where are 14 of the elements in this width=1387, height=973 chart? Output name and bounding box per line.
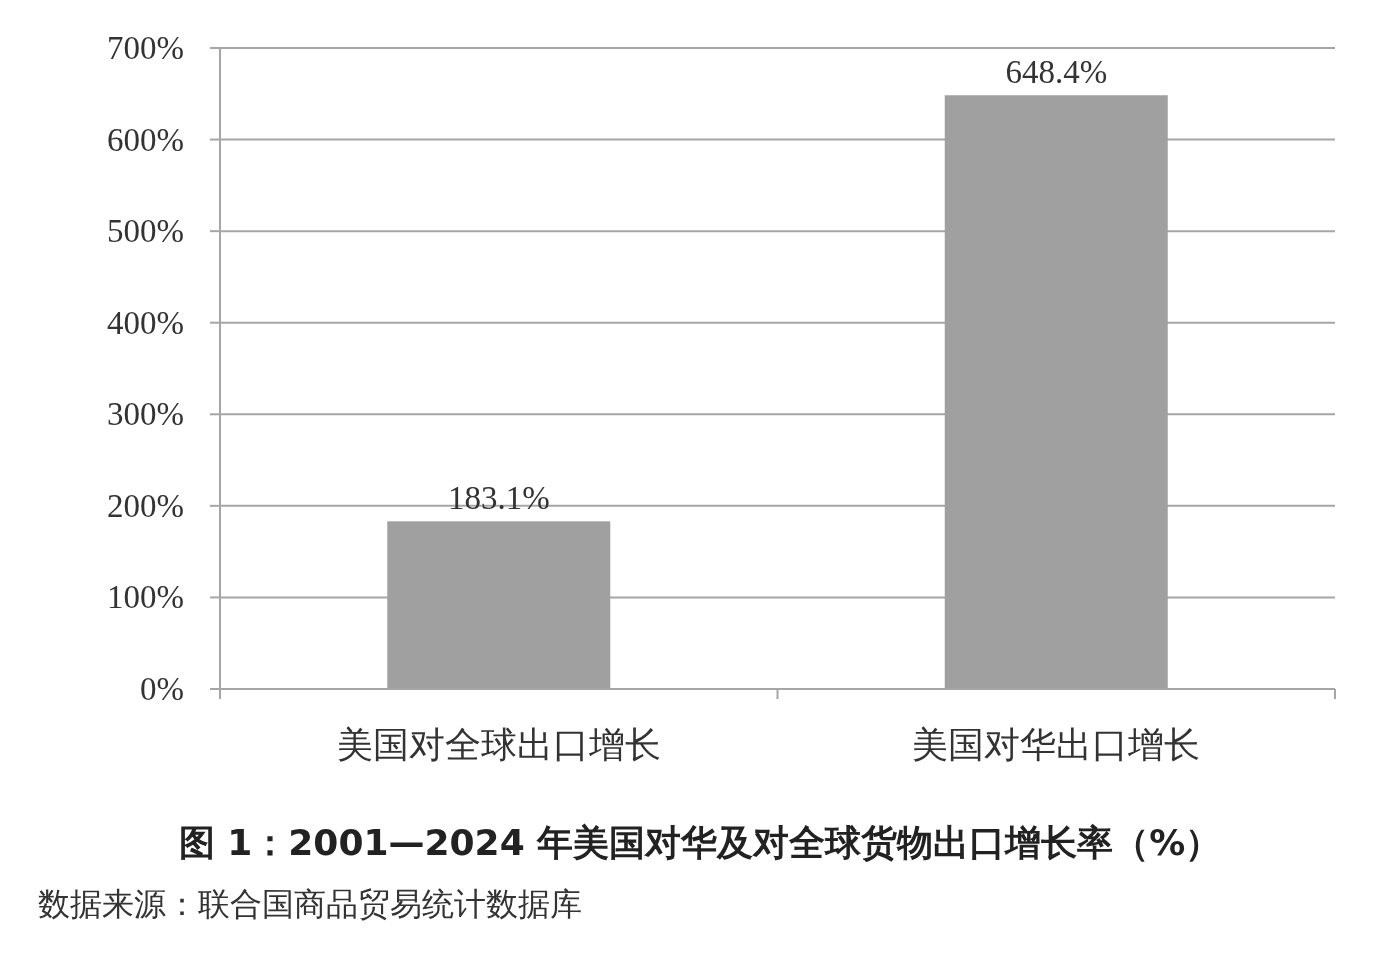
source-note: 数据来源：联合国商品贸易统计数据库 bbox=[38, 885, 582, 923]
x-tick-label: 美国对华出口增长 bbox=[912, 725, 1201, 765]
y-tick-label: 500% bbox=[107, 213, 184, 250]
y-tick-label: 200% bbox=[107, 487, 184, 524]
data-label: 648.4% bbox=[1005, 54, 1108, 91]
y-tick-label: 100% bbox=[107, 579, 184, 616]
x-tick-label: 美国对全球出口增长 bbox=[336, 725, 661, 765]
y-tick-label: 600% bbox=[107, 121, 184, 158]
y-tick-label: 400% bbox=[107, 304, 184, 341]
y-tick-label: 300% bbox=[107, 396, 184, 433]
data-label: 183.1% bbox=[447, 480, 550, 517]
y-tick-label: 700% bbox=[107, 30, 184, 66]
text: 图 1：2001—2024 年美国对华及对全球货物出口增长率（%） bbox=[178, 822, 1222, 863]
y-tick-label: 0% bbox=[140, 671, 184, 707]
